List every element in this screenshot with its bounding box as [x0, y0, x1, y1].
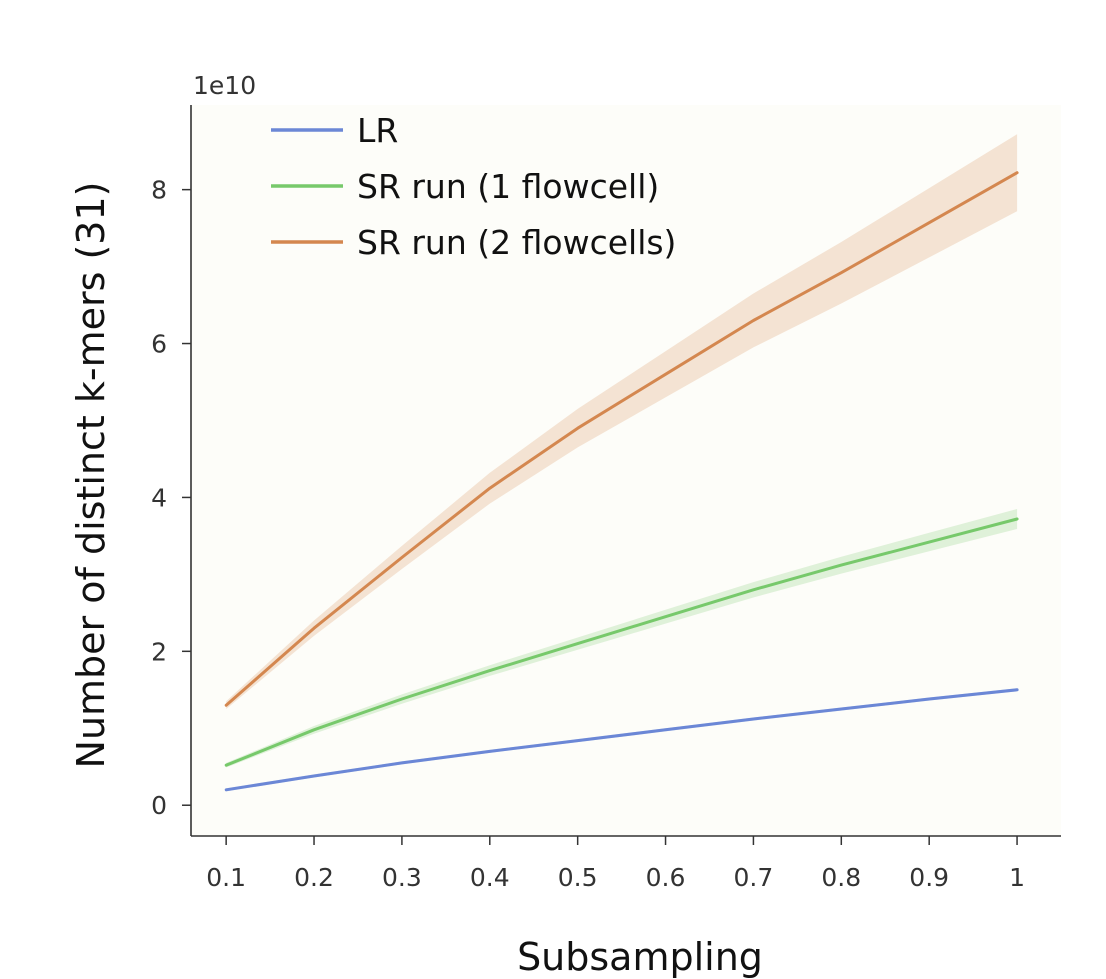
series-line-1 — [224, 517, 1019, 767]
y-scale-label: 1e10 — [193, 71, 256, 100]
x-tick-label: 0.7 — [734, 863, 774, 892]
series-line-0 — [224, 688, 1019, 792]
x-tick-label: 0.8 — [821, 863, 861, 892]
x-tick-label: 0.9 — [909, 863, 949, 892]
x-tick-label: 0.3 — [382, 863, 422, 892]
plot-background — [191, 105, 1061, 836]
legend-label-lr: LR — [357, 111, 398, 150]
y-axis-title: Number of distinct k-mers (31) — [69, 182, 113, 769]
series-band-1 — [226, 509, 1018, 768]
y-tick-label: 2 — [151, 637, 167, 666]
x-tick-label: 0.4 — [470, 863, 510, 892]
y-ticks: 0 2 4 6 8 — [151, 176, 191, 820]
x-tick-label: 0.5 — [558, 863, 598, 892]
x-ticks: 0.1 0.2 0.3 0.4 0.5 0.6 0.7 0.8 0.9 1 — [206, 836, 1025, 892]
x-tick-label: 0.6 — [646, 863, 686, 892]
y-tick-label: 0 — [151, 791, 167, 820]
y-tick-label: 6 — [151, 330, 167, 359]
legend-label-sr-2: SR run (2 flowcells) — [357, 223, 676, 262]
legend: LR SR run (1 flowcell) SR run (2 flowcel… — [271, 111, 676, 262]
x-tick-label: 0.1 — [206, 863, 246, 892]
x-tick-label: 1 — [1009, 863, 1025, 892]
x-axis-title: Subsampling — [517, 935, 763, 979]
x-tick-label: 0.2 — [294, 863, 334, 892]
y-tick-label: 4 — [151, 483, 167, 512]
series-lines — [224, 171, 1019, 792]
legend-label-sr-1: SR run (1 flowcell) — [357, 167, 659, 206]
y-tick-label: 8 — [151, 176, 167, 205]
series-band-2 — [226, 134, 1018, 709]
series-line-2 — [224, 171, 1019, 707]
